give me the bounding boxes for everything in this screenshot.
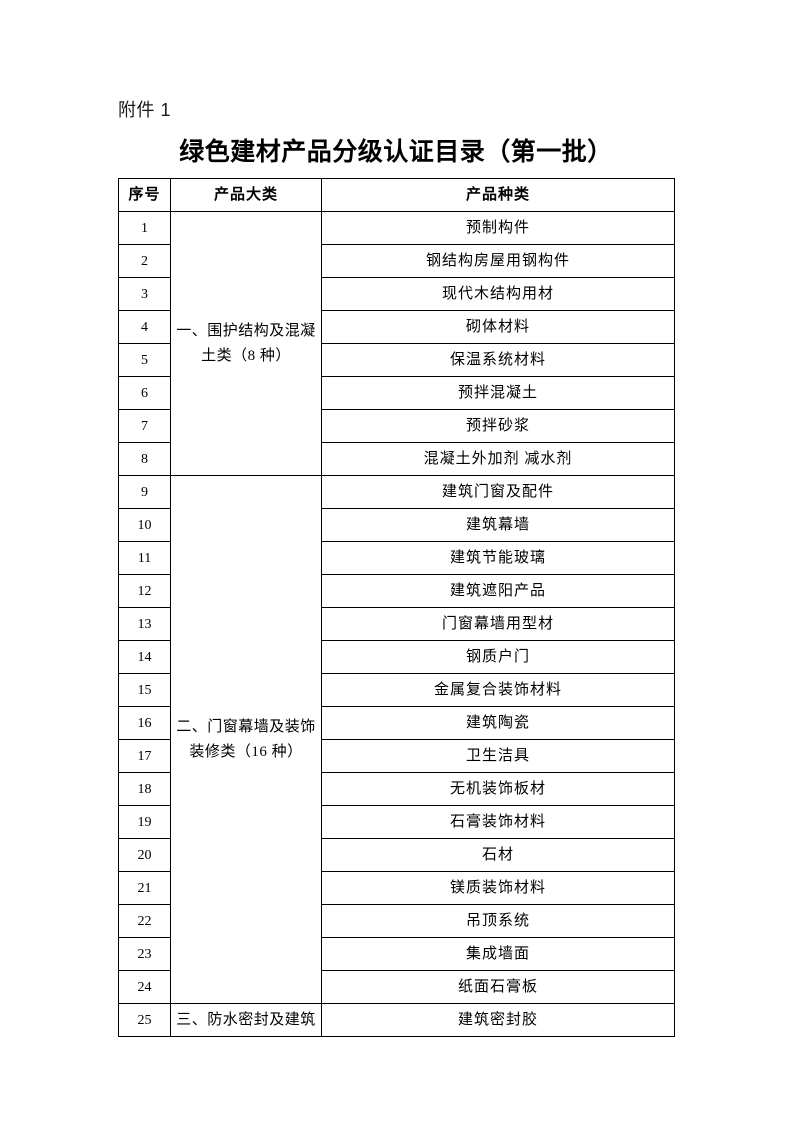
cell-product-kind: 纸面石膏板 <box>321 970 675 1004</box>
cell-sequence: 14 <box>118 640 171 674</box>
cell-product-kind: 砌体材料 <box>321 310 675 344</box>
table-row: 22 吊顶系统 <box>118 904 675 938</box>
cell-sequence: 16 <box>118 706 171 740</box>
cell-product-kind: 现代木结构用材 <box>321 277 675 311</box>
cell-sequence: 15 <box>118 673 171 707</box>
cell-product-kind: 无机装饰板材 <box>321 772 675 806</box>
cell-product-kind: 建筑门窗及配件 <box>321 475 675 509</box>
cell-sequence: 8 <box>118 442 171 476</box>
table-row: 17 卫生洁具 <box>118 739 675 773</box>
cell-sequence: 21 <box>118 871 171 905</box>
cell-product-kind: 石材 <box>321 838 675 872</box>
cell-category: 二、门窗幕墙及装饰装修类（16 种） <box>170 475 322 1004</box>
table-row: 9 二、门窗幕墙及装饰装修类（16 种） 建筑门窗及配件 <box>118 475 675 1004</box>
page-title: 绿色建材产品分级认证目录（第一批） <box>179 139 613 166</box>
cell-sequence: 6 <box>118 376 171 410</box>
cell-category: 一、围护结构及混凝土类（8 种） <box>170 211 322 476</box>
column-header-seq: 序号 <box>118 178 171 212</box>
cell-product-kind: 门窗幕墙用型材 <box>321 607 675 641</box>
table-body: 1 一、围护结构及混凝土类（8 种） 预制构件 2 钢结构房屋用钢构件 3 现代木结构用材 4… <box>118 211 675 1037</box>
attachment-label: 附件 1 <box>118 100 172 120</box>
cell-sequence: 20 <box>118 838 171 872</box>
cell-sequence: 22 <box>118 904 171 938</box>
cell-sequence: 17 <box>118 739 171 773</box>
table-row: 7 预拌砂浆 <box>118 409 675 443</box>
cell-product-kind: 混凝土外加剂 减水剂 <box>321 442 675 476</box>
table-row: 8 混凝土外加剂 减水剂 <box>118 442 675 476</box>
table-row: 16 建筑陶瓷 <box>118 706 675 740</box>
table-row: 20 石材 <box>118 838 675 872</box>
cell-product-kind: 建筑遮阳产品 <box>321 574 675 608</box>
cell-sequence: 11 <box>118 541 171 575</box>
cell-sequence: 18 <box>118 772 171 806</box>
cell-product-kind: 金属复合装饰材料 <box>321 673 675 707</box>
cell-sequence: 10 <box>118 508 171 542</box>
cell-sequence: 4 <box>118 310 171 344</box>
cell-sequence: 3 <box>118 277 171 311</box>
cell-sequence: 12 <box>118 574 171 608</box>
cell-product-kind: 建筑陶瓷 <box>321 706 675 740</box>
table-row: 19 石膏装饰材料 <box>118 805 675 839</box>
cell-sequence: 2 <box>118 244 171 278</box>
cell-product-kind: 集成墙面 <box>321 937 675 971</box>
cell-product-kind: 石膏装饰材料 <box>321 805 675 839</box>
table-row: 15 金属复合装饰材料 <box>118 673 675 707</box>
cell-sequence: 13 <box>118 607 171 641</box>
cell-product-kind: 建筑节能玻璃 <box>321 541 675 575</box>
column-header-category: 产品大类 <box>170 178 322 212</box>
table-row: 4 砌体材料 <box>118 310 675 344</box>
table-row: 14 钢质户门 <box>118 640 675 674</box>
cell-product-kind: 建筑密封胶 <box>321 1003 675 1037</box>
table-row: 23 集成墙面 <box>118 937 675 971</box>
table-row: 25 三、防水密封及建筑 建筑密封胶 <box>118 1003 675 1037</box>
table-row: 12 建筑遮阳产品 <box>118 574 675 608</box>
cell-product-kind: 卫生洁具 <box>321 739 675 773</box>
table-row: 3 现代木结构用材 <box>118 277 675 311</box>
cell-category: 三、防水密封及建筑 <box>170 1003 322 1037</box>
catalog-table: 序号 产品大类 产品种类 1 一、围护结构及混凝土类（8 种） 预制构件 2 钢结构房屋… <box>118 178 675 1037</box>
table-row: 1 一、围护结构及混凝土类（8 种） 预制构件 <box>118 211 675 476</box>
cell-sequence: 7 <box>118 409 171 443</box>
cell-product-kind: 预拌混凝土 <box>321 376 675 410</box>
table-row: 13 门窗幕墙用型材 <box>118 607 675 641</box>
table-row: 6 预拌混凝土 <box>118 376 675 410</box>
cell-product-kind: 钢质户门 <box>321 640 675 674</box>
cell-product-kind: 建筑幕墙 <box>321 508 675 542</box>
table-row: 24 纸面石膏板 <box>118 970 675 1004</box>
table-header-row: 序号 产品大类 产品种类 <box>118 178 675 212</box>
table-header: 序号 产品大类 产品种类 <box>118 178 675 212</box>
cell-product-kind: 保温系统材料 <box>321 343 675 377</box>
cell-sequence: 19 <box>118 805 171 839</box>
table-row: 5 保温系统材料 <box>118 343 675 377</box>
cell-sequence: 24 <box>118 970 171 1004</box>
table-row: 10 建筑幕墙 <box>118 508 675 542</box>
cell-product-kind: 镁质装饰材料 <box>321 871 675 905</box>
cell-sequence: 9 <box>118 475 171 509</box>
column-header-kind: 产品种类 <box>321 178 675 212</box>
cell-product-kind: 钢结构房屋用钢构件 <box>321 244 675 278</box>
cell-product-kind: 吊顶系统 <box>321 904 675 938</box>
cell-sequence: 23 <box>118 937 171 971</box>
cell-sequence: 25 <box>118 1003 171 1037</box>
cell-sequence: 1 <box>118 211 171 245</box>
cell-product-kind: 预拌砂浆 <box>321 409 675 443</box>
cell-sequence: 5 <box>118 343 171 377</box>
cell-product-kind: 预制构件 <box>321 211 675 245</box>
